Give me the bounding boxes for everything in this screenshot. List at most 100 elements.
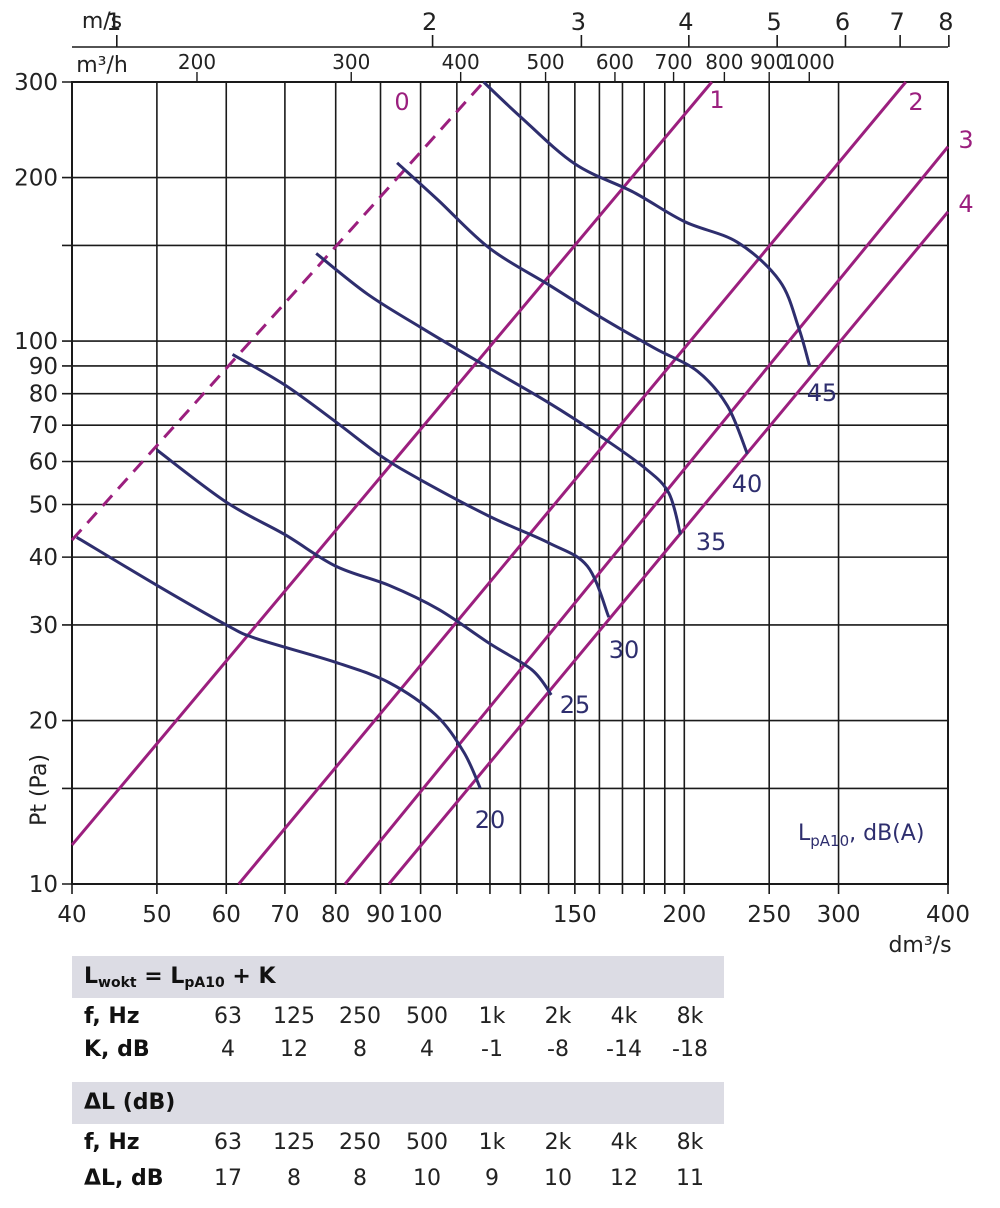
sound-curve-40 [396,161,749,455]
axis-text: 40 50 60 70 80 90 100 150 200 250 300 400dm³/s10203… [14,8,970,958]
table1-value-cell: 4 [420,1037,434,1062]
x-tick-label: 150 [553,902,597,928]
magenta-label-1: 1 [709,86,724,114]
top-velocity-tick-label: 5 [767,8,782,36]
top-flow-tick-label: 800 [705,50,743,74]
table2-header-band [72,1082,724,1124]
sound-label-25: 25 [560,691,591,719]
table1-value-cell: -14 [606,1037,642,1062]
table2-header: ΔL (dB) [84,1090,176,1115]
table1-value-cell: 4 [221,1037,235,1062]
table2-freq-cell: 1k [478,1130,506,1155]
y-tick-label: 200 [14,166,58,192]
table2-value-cell: 9 [485,1166,499,1191]
top-velocity-tick-label: 3 [571,8,586,36]
x-tick-label: 200 [662,902,706,928]
x-axis-label: dm³/s [888,933,951,958]
table2-value-cell: 17 [214,1166,242,1191]
top-flow-tick-label: 300 [332,50,370,74]
table2-dl-label: ΔL, dB [84,1166,164,1191]
magenta-line-3 [343,145,950,885]
table2-freq-cell: 8k [676,1130,704,1155]
table1-k-label: K, dB [84,1037,150,1062]
top-flow-tick-label: 1000 [784,50,835,74]
x-tick-label: 70 [270,902,299,928]
top-flow-tick-label: 700 [654,50,692,74]
table1-value-cell: -1 [481,1037,503,1062]
sound-curves [75,80,812,790]
x-tick-label: 300 [817,902,861,928]
table2-freq-cell: 63 [214,1130,242,1155]
magenta-label-0: 0 [394,88,409,116]
sound-label-40: 40 [732,470,763,498]
sound-curve-20 [75,536,482,790]
table2-freq-cell: 2k [544,1130,572,1155]
sound-curve-30 [231,353,611,618]
table1-value-cell: 8 [353,1037,367,1062]
magenta-line-2 [237,81,907,885]
table2-freq-cell: 4k [610,1130,638,1155]
x-tick-label: 400 [926,902,970,928]
table1-freq-cell: 500 [406,1004,448,1029]
table1-freq-label: f, Hz [84,1004,140,1029]
top-flow-tick-label: 500 [526,50,564,74]
magenta-line-4 [387,210,950,885]
magenta-label-2: 2 [908,88,923,116]
top-velocity-tick-label: 4 [678,8,693,36]
sound-curve-45 [482,80,812,367]
x-tick-label: 60 [212,902,241,928]
series-labels: 0 1 2 3 4 20 25 30 35 40 45 LpA10, dB(A) [394,86,973,850]
magenta-label-3: 3 [958,126,973,154]
top-flow-tick-label: 400 [442,50,480,74]
table1-value-cell: -8 [547,1037,569,1062]
x-tick-label: 80 [321,902,350,928]
top-velocity-tick-label: 7 [889,8,904,36]
table2-freq-cell: 250 [339,1130,381,1155]
pressure-flow-chart: 40 50 60 70 80 90 100 150 200 250 300 400dm³/s10203… [14,8,974,958]
y-tick-label: 300 [14,70,58,96]
y-tick-label: 20 [29,709,58,735]
table1-value-cell: 12 [280,1037,308,1062]
table1-freq-cell: 1k [478,1004,506,1029]
x-tick-label: 50 [142,902,171,928]
table2-value-cell: 10 [544,1166,572,1191]
table1-header-band [72,956,724,998]
top-velocity-tick-label: 8 [938,8,953,36]
table1-value-cell: -18 [672,1037,708,1062]
sound-curve-35 [315,252,682,536]
top-flow-tick-label: 900 [750,50,788,74]
sound-curve-25 [155,448,553,696]
y-tick-label: 80 [29,382,58,408]
magenta-label-4: 4 [958,190,973,218]
y-tick-label: 50 [29,492,58,518]
x-tick-label: 250 [747,902,791,928]
table2-value-cell: 12 [610,1166,638,1191]
top-flow-tick-label: 200 [178,50,216,74]
sound-label-20: 20 [475,806,506,834]
sound-label-35: 35 [696,528,727,556]
table2-value-cell: 8 [287,1166,301,1191]
top-axis-flow-label: m³/h [76,53,128,78]
y-tick-label: 30 [29,613,58,639]
table2-value-cell: 11 [676,1166,704,1191]
sound-label-45: 45 [807,379,838,407]
table2-freq-cell: 125 [273,1130,315,1155]
table1-freq-cell: 250 [339,1004,381,1029]
chart-grid [62,35,950,894]
table2-value-cell: 8 [353,1166,367,1191]
top-axis-velocity-label: m/s [82,9,122,34]
y-tick-label: 90 [29,354,58,380]
y-tick-label: 60 [29,450,58,476]
top-velocity-tick-label: 1 [106,8,121,36]
table1-freq-cell: 125 [273,1004,315,1029]
y-tick-label: 10 [29,872,58,898]
table2-value-cell: 10 [413,1166,441,1191]
y-axis-label: Pt (Pa) [27,754,52,826]
plot-frame [71,81,949,885]
y-tick-label: 100 [14,329,58,355]
legend-label: LpA10, dB(A) [798,821,924,850]
table1-freq-cell: 2k [544,1004,572,1029]
top-velocity-tick-label: 6 [835,8,850,36]
table2-freq-label: f, Hz [84,1130,140,1155]
y-tick-label: 40 [29,545,58,571]
